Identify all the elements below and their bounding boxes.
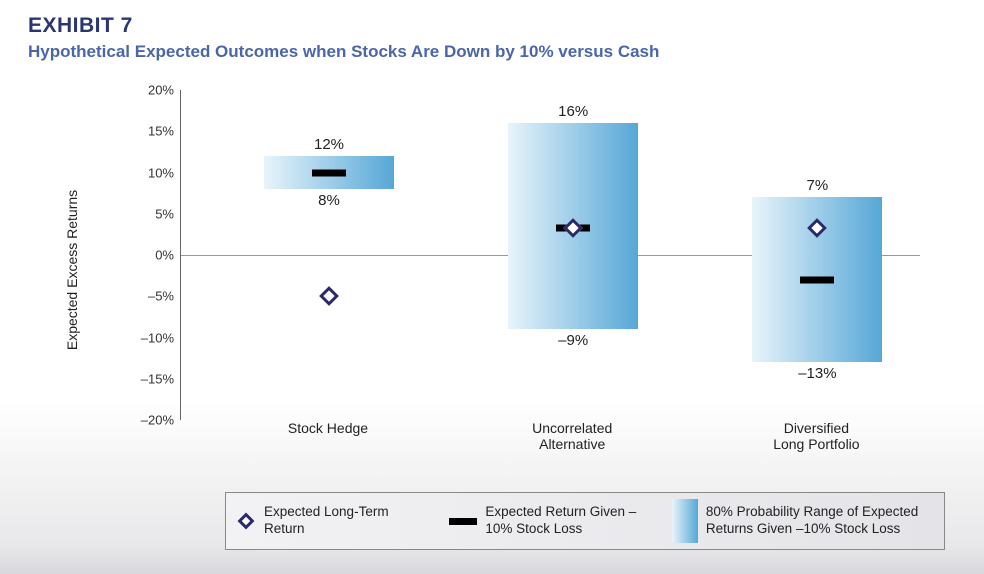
y-tick-label: 10% [126, 165, 174, 180]
expected-long-term-return-marker [319, 286, 339, 306]
plot-area: 20%15%10%5%0%–5%–10%–15%–20%12%8%16%–9%7… [180, 90, 920, 420]
category-label: UncorrelatedAlternative [482, 420, 662, 452]
y-tick-label: –5% [126, 289, 174, 304]
expected-return-given-loss-marker [312, 169, 346, 176]
legend-item-diamond: Expected Long-Term Return [236, 504, 431, 538]
expected-return-given-loss-marker [800, 276, 834, 283]
diamond-icon [238, 513, 255, 530]
range-high-label: 12% [264, 136, 394, 153]
y-tick-label: 20% [126, 83, 174, 98]
exhibit-number: EXHIBIT 7 [28, 14, 984, 38]
y-tick-label: 15% [126, 124, 174, 139]
legend-label: 80% Probability Range of Expected Return… [706, 504, 934, 538]
range-low-label: –9% [508, 332, 638, 349]
legend-item-dash: Expected Return Given –10% Stock Loss [449, 504, 654, 538]
y-tick-label: –20% [126, 413, 174, 428]
range-high-label: 7% [752, 177, 882, 194]
exhibit-subtitle: Hypothetical Expected Outcomes when Stoc… [28, 42, 984, 62]
y-tick-label: –10% [126, 330, 174, 345]
chart-container: Expected Excess Returns 20%15%10%5%0%–5%… [100, 80, 940, 460]
bar-icon [672, 499, 698, 543]
y-tick-label: –15% [126, 371, 174, 386]
y-tick-label: 5% [126, 206, 174, 221]
range-low-label: 8% [264, 192, 394, 209]
title-block: EXHIBIT 7 Hypothetical Expected Outcomes… [0, 0, 984, 62]
legend-item-bar: 80% Probability Range of Expected Return… [672, 499, 934, 543]
dash-icon [449, 518, 477, 525]
y-tick-label: 0% [126, 248, 174, 263]
category-label: DiversifiedLong Portfolio [726, 420, 906, 452]
range-high-label: 16% [508, 103, 638, 120]
y-axis-label: Expected Excess Returns [64, 190, 80, 350]
category-label: Stock Hedge [238, 420, 418, 436]
legend-label: Expected Return Given –10% Stock Loss [485, 504, 654, 538]
range-low-label: –13% [752, 365, 882, 382]
legend-label: Expected Long-Term Return [264, 504, 431, 538]
legend: Expected Long-Term Return Expected Retur… [225, 492, 945, 550]
